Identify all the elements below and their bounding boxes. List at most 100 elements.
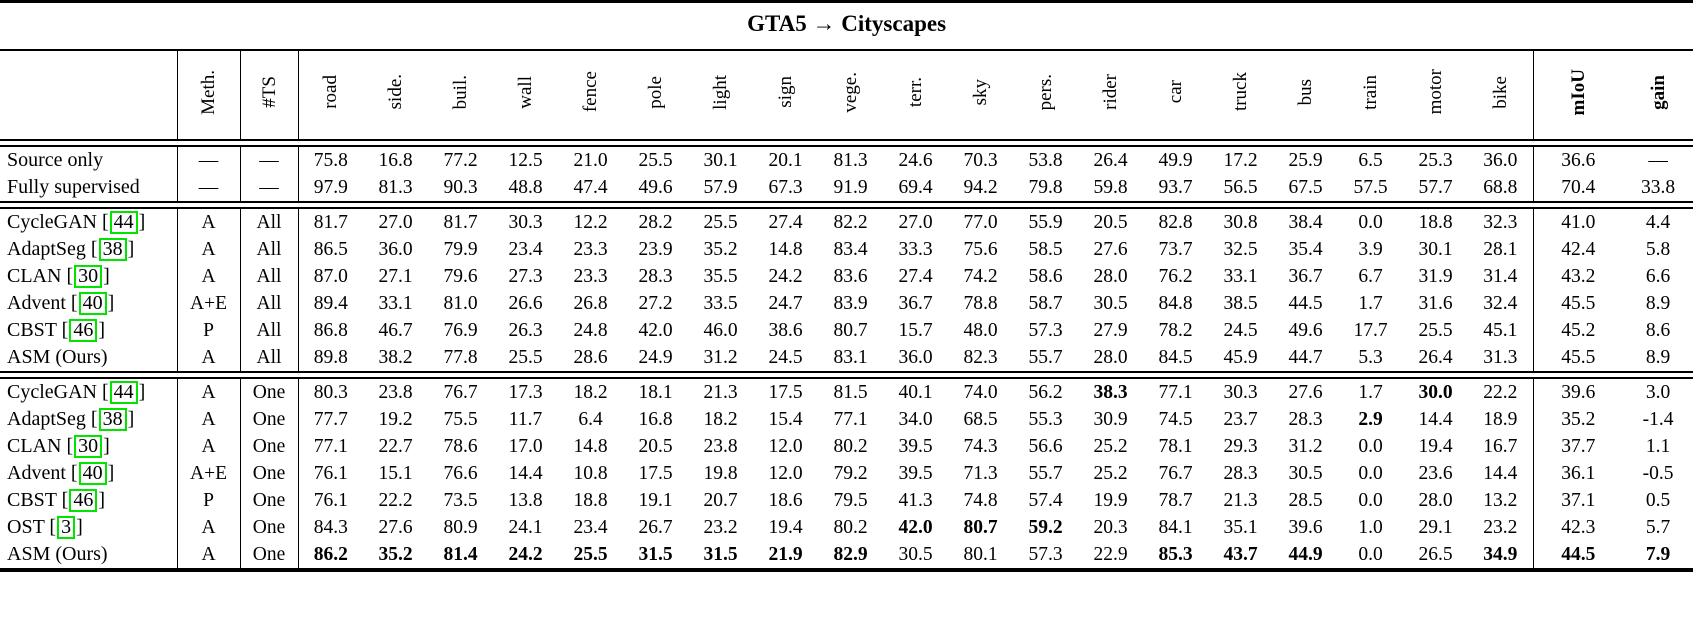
citation-link[interactable]: 3: [57, 516, 76, 539]
meth-cell: A: [176, 236, 240, 263]
score-cell: 57.3: [1028, 319, 1063, 341]
table-row: OST [3] A One 84.3 27.6 80.9 24.1 23.4 26.7 23.2 1…: [0, 514, 1693, 541]
score-cell: 80.9: [443, 516, 478, 538]
citation-link[interactable]: 38: [98, 238, 127, 261]
column-header-label: vege.: [840, 71, 861, 113]
score-cell: 20.1: [768, 149, 803, 171]
score-cell: 26.7: [638, 516, 673, 538]
meth-cell: P: [176, 317, 240, 344]
score-cell: 30.5: [1288, 462, 1323, 484]
score-cell: 74.2: [963, 265, 998, 287]
score-cell: 3.9: [1358, 238, 1383, 260]
meth-cell: A: [176, 208, 240, 236]
citation-link[interactable]: 44: [109, 211, 138, 234]
score-cell: 0.0: [1358, 543, 1383, 565]
score-cell: 18.8: [573, 489, 608, 511]
score-cell: 10.8: [573, 462, 608, 484]
citation-link[interactable]: 46: [69, 489, 98, 512]
ts-cell: One: [239, 378, 298, 406]
citation-link[interactable]: 30: [74, 265, 103, 288]
gain-cell: 5.7: [1645, 516, 1671, 538]
score-cell: 31.5: [638, 543, 673, 565]
score-cell: 36.7: [1288, 265, 1323, 287]
table-row: CycleGAN [44] A All 81.7 27.0 81.7 30.3 12.2 28.…: [0, 208, 1693, 236]
score-cell: 19.8: [703, 462, 738, 484]
score-cell: 76.2: [1158, 265, 1193, 287]
citation-link[interactable]: 46: [69, 319, 98, 342]
score-cell: 75.6: [963, 238, 998, 260]
miou-cell: 70.4: [1532, 174, 1623, 202]
column-header-label: truck: [1230, 72, 1251, 112]
score-cell: 48.8: [508, 176, 543, 198]
citation-link[interactable]: 40: [78, 462, 107, 485]
score-cell: 83.6: [833, 265, 868, 287]
score-cell: 30.3: [1223, 381, 1258, 403]
score-cell: 31.9: [1418, 265, 1453, 287]
score-cell: 76.1: [297, 487, 363, 514]
column-header-label: motor: [1425, 69, 1446, 115]
miou-cell: 37.7: [1532, 433, 1623, 460]
col-header-bike: bike: [1468, 50, 1533, 140]
score-cell: 25.5: [573, 543, 608, 565]
score-cell: 20.3: [1093, 516, 1128, 538]
column-header-label: rider: [1100, 74, 1121, 110]
score-cell: 87.0: [297, 263, 363, 290]
score-cell: 80.2: [833, 516, 868, 538]
score-cell: 33.3: [898, 238, 933, 260]
score-cell: 47.4: [573, 176, 608, 198]
method-cell: Fully supervised: [7, 176, 140, 198]
citation-link[interactable]: 30: [74, 435, 103, 458]
col-header-bus: bus: [1273, 50, 1338, 140]
score-cell: 28.1: [1483, 238, 1518, 260]
score-cell: 68.8: [1483, 176, 1518, 198]
citation-link[interactable]: 38: [98, 408, 127, 431]
score-cell: 23.2: [1483, 516, 1518, 538]
col-header-vege: vege.: [818, 50, 883, 140]
column-header-label: side.: [385, 74, 406, 110]
column-header-label: pole: [645, 75, 666, 109]
score-cell: 45.9: [1223, 346, 1258, 368]
score-cell: 25.5: [1418, 319, 1453, 341]
citation-link[interactable]: 44: [109, 381, 138, 404]
score-cell: 22.2: [378, 489, 413, 511]
score-cell: 36.7: [898, 292, 933, 314]
score-cell: 35.4: [1288, 238, 1323, 260]
score-cell: 81.0: [443, 292, 478, 314]
miou-cell: 45.2: [1532, 317, 1623, 344]
table-row: Source only — —75.8 16.8 77.2 12.5 21.0 25.5 30.…: [0, 146, 1693, 174]
score-cell: 1.0: [1358, 516, 1383, 538]
method-cell: CLAN [30]: [7, 265, 110, 288]
score-cell: 30.1: [703, 149, 738, 171]
miou-cell: 41.0: [1532, 208, 1623, 236]
miou-cell: 44.5: [1532, 541, 1623, 570]
score-cell: 94.2: [963, 176, 998, 198]
method-cell: CycleGAN [44]: [7, 211, 146, 234]
score-cell: 67.5: [1288, 176, 1323, 198]
score-cell: 44.5: [1288, 292, 1323, 314]
table-row: AdaptSeg [38] A All 86.5 36.0 79.9 23.4 23.3 23.…: [0, 236, 1693, 263]
ts-cell: All: [239, 208, 298, 236]
score-cell: 11.7: [508, 408, 543, 430]
score-cell: 31.4: [1483, 265, 1518, 287]
score-cell: 74.0: [963, 381, 998, 403]
score-cell: 89.8: [297, 344, 363, 372]
meth-cell: —: [176, 174, 240, 202]
citation-link[interactable]: 40: [78, 292, 107, 315]
score-cell: 25.5: [703, 211, 738, 233]
score-cell: 17.3: [508, 381, 543, 403]
score-cell: 31.2: [1288, 435, 1323, 457]
score-cell: 22.7: [378, 435, 413, 457]
gain-cell: 6.6: [1645, 265, 1671, 287]
score-cell: 18.2: [573, 381, 608, 403]
method-cell: CBST [46]: [7, 489, 106, 512]
score-cell: 23.4: [573, 516, 608, 538]
header-row: Meth. #TS road side. buil. wall fence pole light…: [0, 50, 1693, 140]
column-header-label: car: [1165, 80, 1186, 104]
score-cell: 0.0: [1358, 435, 1383, 457]
score-cell: 18.6: [768, 489, 803, 511]
score-cell: 78.2: [1158, 319, 1193, 341]
score-cell: 79.2: [833, 462, 868, 484]
gain-cell: -1.4: [1642, 408, 1674, 430]
block-separator: [0, 201, 1693, 209]
score-cell: 80.7: [963, 516, 998, 538]
